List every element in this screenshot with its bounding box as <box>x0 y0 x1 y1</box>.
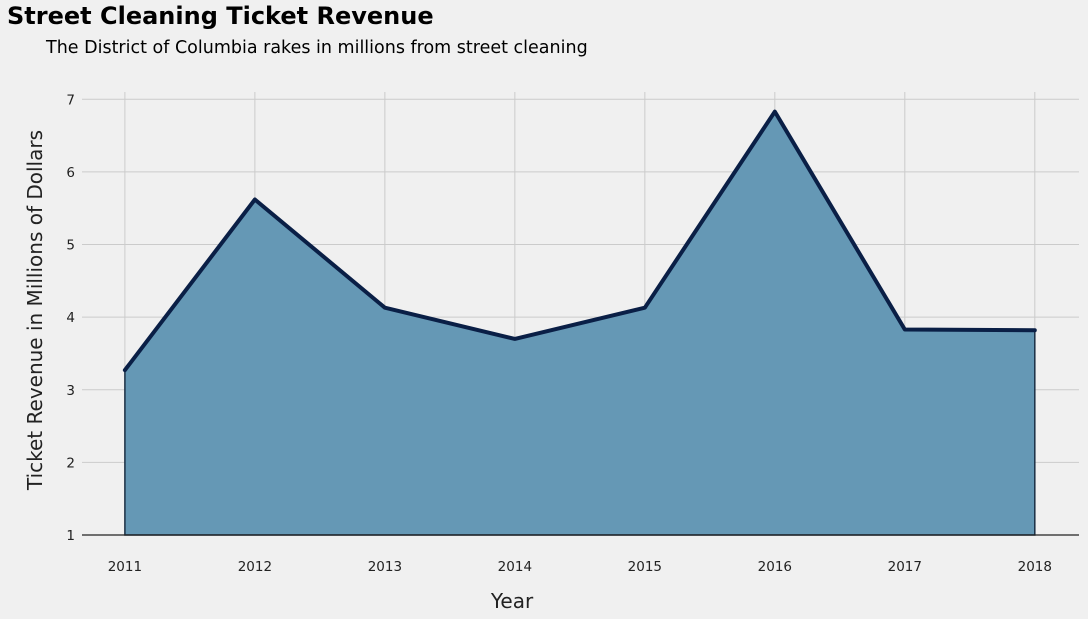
area-series <box>82 109 1079 536</box>
x-tick-label: 2018 <box>1018 559 1052 575</box>
y-tick-label: 6 <box>66 165 75 181</box>
y-tick-labels: 1 2 3 4 5 6 7 <box>66 92 75 544</box>
x-tick-label: 2015 <box>628 559 662 575</box>
y-tick-label: 2 <box>66 455 75 471</box>
y-tick-label: 3 <box>66 383 75 399</box>
chart-subtitle: The District of Columbia rakes in millio… <box>46 38 588 58</box>
x-axis-label: Year <box>490 589 534 613</box>
chart-title: Street Cleaning Ticket Revenue <box>7 2 434 30</box>
y-tick-label: 7 <box>66 92 75 108</box>
series-line <box>122 109 1037 373</box>
x-tick-label: 2016 <box>758 559 792 575</box>
x-tick-label: 2014 <box>498 559 532 575</box>
x-tick-label: 2012 <box>238 559 272 575</box>
y-axis-label: Ticket Revenue in Millions of Dollars <box>23 130 47 491</box>
x-tick-label: 2017 <box>888 559 922 575</box>
y-tick-label: 5 <box>66 238 75 254</box>
x-tick-label: 2011 <box>108 559 142 575</box>
y-tick-label: 4 <box>66 310 75 326</box>
y-tick-label: 1 <box>66 528 75 544</box>
x-tick-labels: 2011 2012 2013 2014 2015 2016 2017 2018 <box>108 559 1052 575</box>
x-tick-label: 2013 <box>368 559 402 575</box>
